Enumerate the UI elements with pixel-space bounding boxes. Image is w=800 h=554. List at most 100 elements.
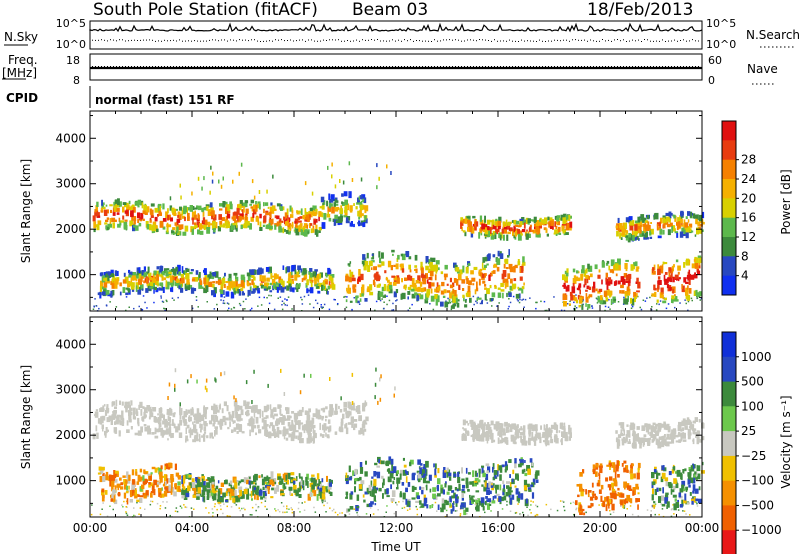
power-echo-cell [503, 263, 506, 269]
velocity-echo-cell [354, 486, 356, 493]
velocity-echo-cell [228, 411, 231, 415]
velocity-echo-cell [479, 500, 483, 506]
velocity-echo-cell [420, 505, 424, 508]
power-echo-cell [636, 235, 639, 240]
velocity-echo-cell [647, 439, 651, 446]
velocity-echo-cell [573, 514, 575, 516]
power-echo-cell [625, 267, 628, 272]
velocity-echo-cell [301, 425, 306, 431]
velocity-echo-cell [640, 437, 643, 442]
power-echo-cell [134, 201, 138, 205]
power-echo-cell [156, 279, 159, 284]
power-echo-cell [476, 283, 478, 290]
power-echo-cell [696, 221, 700, 225]
power-echo-cell [257, 203, 260, 209]
velocity-echo-cell [453, 492, 456, 499]
velocity-echo-cell [526, 483, 530, 488]
power-echo-cell [665, 217, 667, 223]
power-echo-cell [128, 200, 131, 205]
power-echo-cell [454, 302, 456, 304]
power-echo-cell [414, 254, 418, 261]
power-echo-cell [203, 207, 207, 211]
power-echo-cell [140, 212, 144, 220]
velocity-echo-cell [353, 423, 358, 428]
velocity-echo-cell [229, 421, 231, 427]
power-echo-cell [429, 270, 434, 277]
velocity-echo-cell [185, 438, 187, 443]
power-echo-cell [580, 273, 584, 281]
power-echo-cell [315, 208, 318, 215]
velocity-echo-cell [698, 419, 701, 423]
velocity-echo-cell [211, 484, 215, 489]
velocity-echo-cell [462, 419, 466, 426]
power-echo-cell [483, 227, 487, 233]
power-echo-cell [307, 289, 311, 292]
velocity-echo-cell [153, 479, 157, 486]
velocity-echo-cell [685, 513, 687, 515]
nave-point [686, 66, 687, 67]
power-echo-cell [221, 277, 226, 284]
nave-point [92, 66, 93, 67]
nave-point [680, 66, 681, 67]
power-echo-cell [376, 276, 380, 282]
nsearch-point [317, 40, 318, 42]
power-echo-cell [320, 306, 322, 308]
power-echo-cell [299, 283, 301, 286]
power-echo-cell [333, 298, 335, 301]
power-echo-cell [222, 299, 225, 302]
power-echo-cell [572, 283, 575, 287]
power-echo-cell [575, 299, 579, 304]
power-echo-cell [105, 219, 109, 222]
nave-point [527, 66, 528, 67]
power-echo-cell [361, 286, 364, 294]
nave-point [242, 66, 243, 67]
nave-point [182, 66, 183, 67]
power-echo-cell [482, 257, 486, 263]
velocity-echo-cell [325, 418, 327, 422]
power-echo-cell [690, 274, 695, 280]
power-echo-cell [236, 276, 239, 282]
velocity-echo-cell [550, 438, 554, 444]
power-echo-cell [396, 275, 400, 278]
power-echo-cell [345, 273, 349, 277]
velocity-echo-cell [126, 429, 130, 433]
power-echo-cell [222, 176, 224, 181]
velocity-echo-cell [230, 506, 233, 508]
velocity-echo-cell [516, 495, 520, 502]
velocity-echo-cell [150, 500, 152, 502]
velocity-echo-cell [113, 409, 117, 414]
nave-tick-high: 60 [708, 54, 722, 67]
nave-point [95, 66, 96, 67]
velocity-echo-cell [344, 424, 347, 429]
velocity-echo-cell [233, 427, 237, 432]
velocity-echo-cell [282, 429, 285, 437]
velocity-echo-cell [231, 492, 235, 496]
power-echo-cell [626, 286, 630, 292]
velocity-echo-cell [262, 486, 265, 490]
power-echo-cell [357, 276, 361, 282]
velocity-echo-cell [391, 490, 396, 497]
velocity-echo-cell [234, 480, 239, 483]
power-echo-cell [328, 201, 331, 209]
velocity-echo-cell [658, 436, 663, 440]
velocity-echo-cell [305, 480, 309, 486]
velocity-echo-cell [669, 441, 672, 444]
power-echo-cell [360, 220, 364, 225]
velocity-echo-cell [258, 429, 262, 434]
power-echo-cell [351, 277, 356, 282]
power-echo-cell [546, 233, 549, 237]
velocity-echo-cell [236, 431, 239, 434]
velocity-echo-cell [665, 441, 670, 447]
power-echo-cell [297, 267, 300, 275]
velocity-echo-cell [558, 430, 561, 433]
power-echo-cell [149, 217, 152, 221]
velocity-echo-cell [503, 484, 505, 490]
power-echo-cell [130, 210, 134, 218]
velocity-echo-cell [182, 416, 186, 420]
nave-point [251, 66, 252, 67]
velocity-echo-cell [353, 472, 356, 476]
velocity-echo-cell [508, 459, 512, 463]
power-echo-cell [525, 217, 529, 224]
velocity-echo-cell [650, 425, 655, 432]
velocity-echo-cell [203, 435, 206, 442]
